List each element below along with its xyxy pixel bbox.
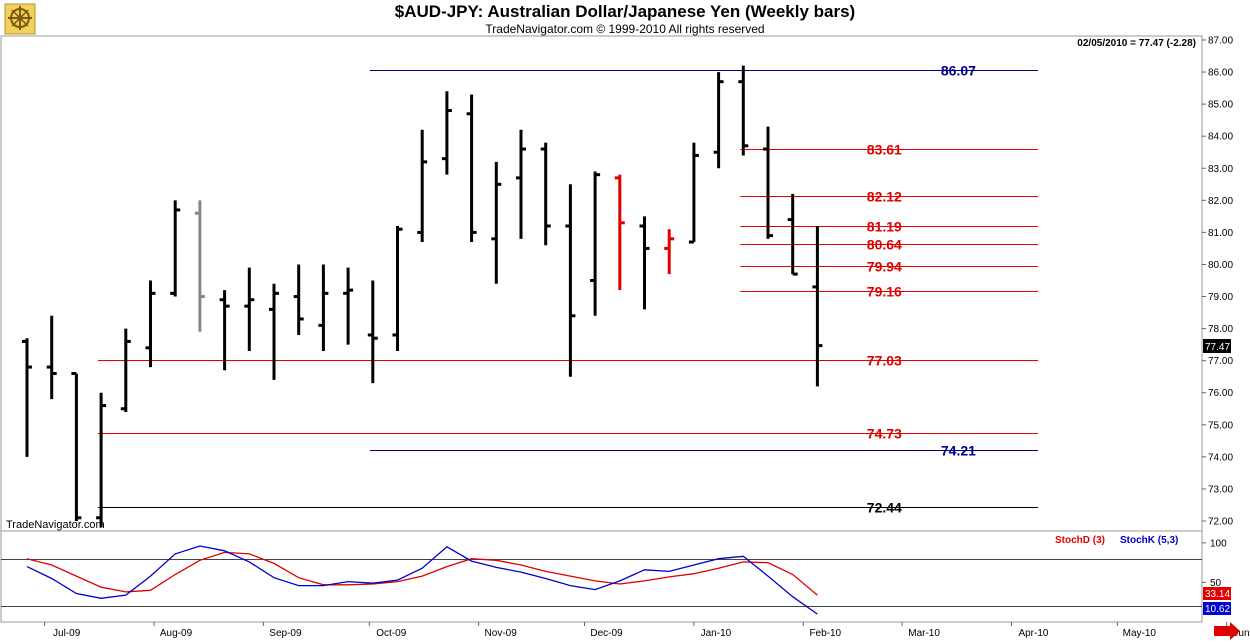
ship-wheel-logo-icon[interactable] [4,3,36,35]
chart-title: $AUD-JPY: Australian Dollar/Japanese Yen… [394,2,856,21]
price-tick-label: 82.00 [1208,196,1233,207]
time-tick-label: Feb-10 [809,628,841,639]
ohlc-bar [293,264,304,336]
level-label-82.12: 82.12 [867,189,902,205]
ohlc-bar [763,126,773,239]
level-label-81.19: 81.19 [867,219,902,235]
stochd-last-value: 33.14 [1205,589,1230,600]
last-price-label: 77.47 [1205,342,1230,353]
ohlc-bar [639,216,650,310]
ohlc-bar [664,229,675,275]
price-tick-label: 84.00 [1208,132,1233,143]
price-readout: 02/05/2010 = 77.47 (-2.28) [1077,38,1196,49]
stochk-last-value: 10.62 [1205,604,1230,615]
level-label-80.64: 80.64 [867,237,902,253]
price-tick-label: 81.00 [1208,228,1233,239]
price-tick-label: 72.00 [1208,517,1233,528]
price-tick-label: 76.00 [1208,388,1233,399]
price-tick-label: 86.00 [1208,68,1233,79]
ohlc-bar [170,200,181,297]
ohlc-bar [194,200,205,332]
ohlc-bar [96,392,107,528]
level-label-74.21: 74.21 [941,443,976,459]
time-tick-label: Nov-09 [485,628,518,639]
watermark-text: TradeNavigator.com [6,519,105,531]
ohlc-bar [367,280,378,384]
stochastic-series: 50 100 [1,538,1227,615]
price-tick-label: 79.00 [1208,292,1233,303]
stoch-tick-label: 100 [1210,538,1227,549]
price-tick-label: 75.00 [1208,420,1233,431]
ohlc-bar [590,171,601,316]
time-tick-label: Sep-09 [269,628,302,639]
ohlc-bar [392,225,403,352]
level-label-86.07: 86.07 [941,63,976,79]
ohlc-bar [491,161,502,284]
ohlc-bar [46,315,57,400]
ohlc-bar [417,129,428,243]
level-label-72.44: 72.44 [867,500,902,516]
time-tick-label: May-10 [1123,628,1157,639]
stochk-legend: StochK (5,3) [1120,535,1178,546]
ohlc-bar [22,338,32,457]
price-tick-label: 78.00 [1208,324,1233,335]
price-axis: 72.00 73.00 74.00 75.00 76.00 77.00 78.00 79.00… [1202,36,1233,528]
level-label-79.16: 79.16 [867,284,902,300]
level-label-74.73: 74.73 [867,426,902,442]
chart-subtitle: TradeNavigator.com © 1999-2010 All right… [485,22,765,36]
time-tick-label: Mar-10 [908,628,940,639]
price-tick-label: 87.00 [1208,36,1233,47]
time-tick-label: Jan-10 [701,628,732,639]
stochastic-panel-frame [0,530,1203,623]
price-tick-label: 80.00 [1208,260,1233,271]
ohlc-bar [516,129,526,239]
ohlc-bar [565,184,576,377]
price-tick-label: 73.00 [1208,484,1233,495]
support-resistance-levels: 86.07 83.61 82.12 81.19 80.64 79.94 79.16 77.03… [98,63,1038,516]
time-tick-label: Oct-09 [376,628,406,639]
ohlc-bar [738,65,749,156]
ohlc-bar [71,371,82,521]
ohlc-bar [441,91,452,175]
level-label-77.03: 77.03 [867,353,902,369]
stochd-legend: StochD (3) [1055,535,1105,546]
ohlc-bar [787,193,798,276]
ohlc-bar [145,280,156,368]
ohlc-bar [244,267,255,352]
ohlc-bar [466,94,477,243]
price-tick-label: 77.00 [1208,356,1233,367]
stochd-line [26,551,818,596]
ohlc-bars [22,65,823,528]
ohlc-bar [540,142,551,246]
ohlc-bar [713,72,724,169]
stochd-last-value-tag [1203,587,1231,600]
level-label-79.94: 79.94 [867,259,902,275]
ohlc-bar [688,142,699,244]
time-tick-label: Dec-09 [590,628,623,639]
scroll-right-arrow-icon[interactable] [1214,622,1240,640]
ohlc-bar [614,174,625,291]
ohlc-bar [219,290,230,371]
price-panel-frame [0,35,1203,532]
level-label-83.61: 83.61 [867,142,902,158]
ohlc-bar [120,328,131,412]
time-tick-label: Jun-10 [1233,628,1250,639]
stochk-last-value-tag [1203,602,1231,615]
time-axis: Jul-09 Aug-09 Sep-09 Oct-09 Nov-09 Dec-09 Jan-… [44,622,1250,639]
last-price-tag [1203,339,1231,353]
stochk-line [26,545,818,615]
ohlc-bar [318,264,329,352]
ohlc-bar [269,283,279,380]
time-tick-label: Jul-09 [53,628,81,639]
time-tick-label: Apr-10 [1018,628,1048,639]
price-tick-label: 85.00 [1208,100,1233,111]
price-tick-label: 74.00 [1208,452,1233,463]
stoch-tick-label: 50 [1210,578,1222,589]
time-tick-label: Aug-09 [160,628,193,639]
ohlc-bar [812,225,823,387]
price-tick-label: 83.00 [1208,164,1233,175]
ohlc-bar [343,267,354,345]
